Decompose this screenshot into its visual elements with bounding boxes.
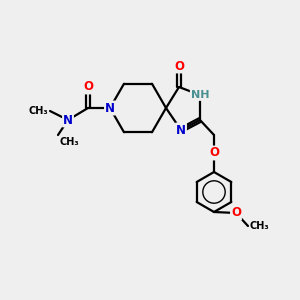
Text: N: N <box>105 101 115 115</box>
Text: CH₃: CH₃ <box>250 221 270 231</box>
Text: N: N <box>176 124 186 136</box>
Text: CH₃: CH₃ <box>28 106 48 116</box>
Text: O: O <box>83 80 93 94</box>
Text: O: O <box>174 59 184 73</box>
Text: NH: NH <box>191 90 209 100</box>
Text: N: N <box>63 113 73 127</box>
Text: O: O <box>231 206 241 220</box>
Text: CH₃: CH₃ <box>59 137 79 147</box>
Text: O: O <box>209 146 219 160</box>
